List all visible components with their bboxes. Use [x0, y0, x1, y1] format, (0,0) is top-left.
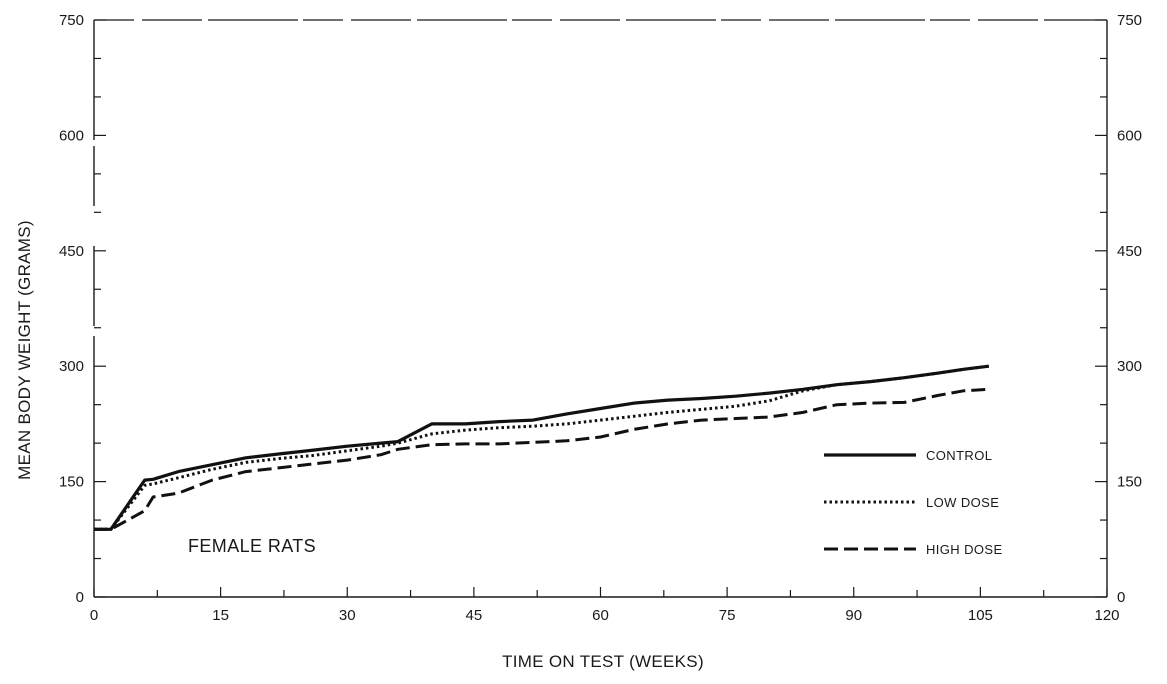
y-left-tick-label: 750 — [59, 12, 84, 29]
y-right-tick-label: 300 — [1117, 358, 1142, 375]
legend-label-high-dose: HIGH DOSE — [926, 542, 1003, 557]
y-right-tick-label: 450 — [1117, 243, 1142, 260]
x-tick-label: 120 — [1094, 607, 1119, 624]
x-tick-label: 0 — [90, 607, 98, 624]
y-left-tick-label: 150 — [59, 474, 84, 491]
x-tick-label: 30 — [339, 607, 356, 624]
annotation-female-rats: FEMALE RATS — [188, 536, 316, 556]
series-line-high-dose — [94, 387, 989, 531]
x-tick-label: 75 — [719, 607, 736, 624]
y-left-tick-label: 600 — [59, 127, 84, 144]
x-tick-label: 45 — [466, 607, 483, 624]
y-right-tick-label: 150 — [1117, 474, 1142, 491]
y-left-tick-label: 0 — [76, 589, 84, 606]
x-tick-label: 60 — [592, 607, 609, 624]
x-tick-label: 15 — [212, 607, 229, 624]
legend: CONTROL LOW DOSE HIGH DOSE — [824, 448, 1003, 557]
axes: 0 15 30 45 60 75 90 105 120015045060075030001503… — [59, 12, 1142, 624]
series-line-low-dose — [94, 364, 989, 531]
x-tick-label: 105 — [968, 607, 993, 624]
y-left-tick-label: 450 — [59, 243, 84, 260]
x-tick-label: 90 — [845, 607, 862, 624]
y-axis-title: MEAN BODY WEIGHT (GRAMS) — [15, 220, 34, 480]
y-left-tick-label: 300 — [59, 358, 84, 375]
legend-label-control: CONTROL — [926, 448, 992, 463]
y-right-tick-label: 0 — [1117, 589, 1125, 606]
x-axis-title: TIME ON TEST (WEEKS) — [502, 652, 704, 671]
y-right-tick-label: 750 — [1117, 12, 1142, 29]
legend-label-low-dose: LOW DOSE — [926, 495, 999, 510]
y-right-tick-label: 600 — [1117, 127, 1142, 144]
series-layer — [94, 364, 989, 531]
series-line-control — [94, 364, 989, 531]
